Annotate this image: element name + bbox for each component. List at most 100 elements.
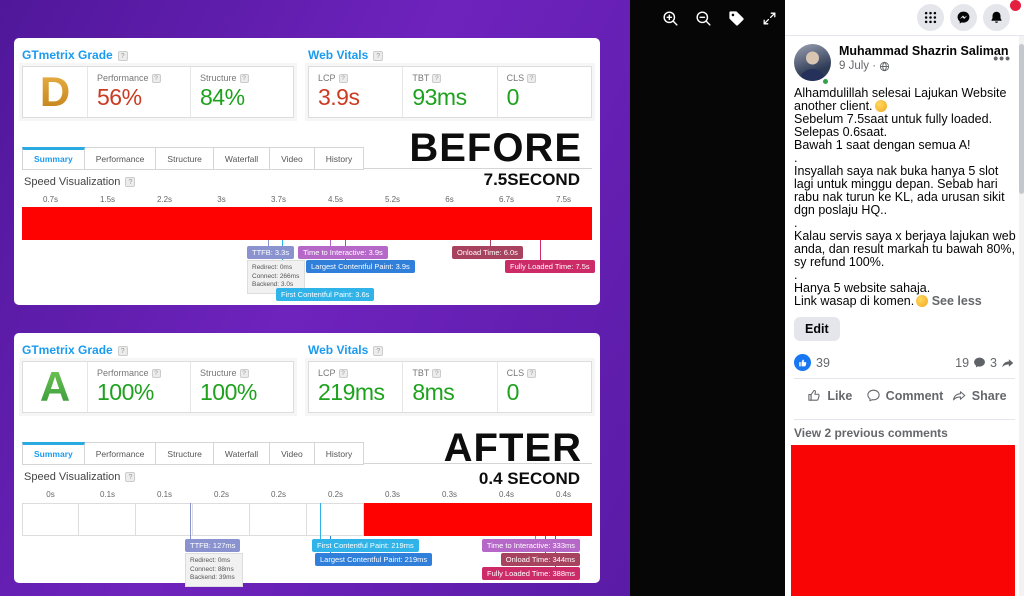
see-less-link[interactable]: See less <box>931 294 982 308</box>
post-author-name[interactable]: Muhammad Shazrin Saliman <box>839 44 1009 58</box>
post-text: Alhamdulillah selesai Lajukan Website an… <box>794 87 1016 308</box>
help-icon[interactable]: ? <box>373 346 384 356</box>
tab-video[interactable]: Video <box>270 442 315 465</box>
post-line: . <box>794 268 798 282</box>
help-icon[interactable]: ? <box>373 51 384 61</box>
viewer-backdrop[interactable] <box>630 0 785 596</box>
vitals-title-text: Web Vitals <box>308 48 369 62</box>
speed-viz-text: Speed Visualization <box>24 176 121 188</box>
lcp-metric: LCP? 3.9s <box>309 67 402 117</box>
help-icon[interactable]: ? <box>338 74 348 83</box>
like-icon <box>808 389 820 401</box>
tick-label: 0.1s <box>99 490 116 499</box>
messenger-button[interactable] <box>950 4 977 31</box>
cls-label: CLS <box>506 368 525 378</box>
like-label: Like <box>827 388 853 403</box>
ttfb-details-box: Redirect: 0ms Connect: 266ms Backend: 3.… <box>247 260 305 294</box>
post-actions: Like Comment Share <box>794 379 1015 412</box>
fcp-chip: First Contentful Paint: 3.6s <box>276 288 375 301</box>
post-image-viewer[interactable]: GTmetrix Grade? D Performance? 56% Struc… <box>0 0 630 596</box>
structure-metric: Structure? 84% <box>190 67 293 117</box>
help-icon[interactable]: ? <box>125 177 136 187</box>
avatar[interactable] <box>794 44 831 81</box>
share-count-icon <box>1002 358 1014 367</box>
tick-label: 3.7s <box>270 195 287 204</box>
post-line: Alhamdulillah selesai Lajukan Website an… <box>794 86 1007 113</box>
tab-structure[interactable]: Structure <box>156 442 214 465</box>
report-tabs: Summary Performance Structure Waterfall … <box>22 147 365 170</box>
viewer-toolbar <box>658 6 781 30</box>
edit-button[interactable]: Edit <box>794 317 840 341</box>
scrollbar-thumb[interactable] <box>1019 44 1024 194</box>
cls-label: CLS <box>506 73 525 83</box>
kiss-emoji-icon <box>916 295 929 307</box>
vitals-section-title: Web Vitals? <box>308 46 592 66</box>
divider <box>794 378 1015 379</box>
tab-waterfall[interactable]: Waterfall <box>213 442 271 465</box>
help-icon[interactable]: ? <box>151 369 161 378</box>
share-button[interactable]: Share <box>943 382 1015 409</box>
fully-loaded-marker-line <box>540 240 541 261</box>
help-icon[interactable]: ? <box>151 74 161 83</box>
tick-label: 0.2s <box>327 490 344 499</box>
tab-history[interactable]: History <box>314 147 365 170</box>
filmstrip-redacted-bar <box>22 207 592 240</box>
grade-letter: A <box>23 362 87 412</box>
scrollbar[interactable] <box>1019 36 1024 596</box>
cls-value: 0 <box>506 84 520 110</box>
help-icon[interactable]: ? <box>117 346 128 356</box>
fcp-chip: First Contentful Paint: 219ms <box>312 539 419 552</box>
tab-structure[interactable]: Structure <box>156 147 214 170</box>
comment-button[interactable]: Comment <box>866 382 943 409</box>
help-icon[interactable]: ? <box>117 51 128 61</box>
performance-value: 100% <box>97 379 154 405</box>
lcp-label: LCP <box>318 73 336 83</box>
tab-history[interactable]: History <box>314 442 365 465</box>
tick-label: 1.5s <box>99 195 116 204</box>
expand-icon[interactable] <box>757 6 781 30</box>
divider <box>794 419 1015 420</box>
post-timestamp[interactable]: 9 July · <box>839 60 877 72</box>
zoom-out-icon[interactable] <box>691 6 715 30</box>
grade-section-title: GTmetrix Grade? <box>22 46 294 66</box>
help-icon[interactable]: ? <box>239 74 249 83</box>
vitals-section-title: Web Vitals? <box>308 341 592 361</box>
tbt-metric: TBT? 8ms <box>402 362 496 412</box>
lcp-value: 3.9s <box>318 84 360 110</box>
structure-label: Structure <box>200 368 237 378</box>
post-options-button[interactable]: ••• <box>993 50 1011 66</box>
tab-performance[interactable]: Performance <box>84 147 157 170</box>
post-line: Hanya 5 website sahaja. <box>794 281 931 295</box>
backend-detail: Backend: 39ms <box>190 574 235 581</box>
zoom-in-icon[interactable] <box>658 6 682 30</box>
post-line: . <box>794 151 798 165</box>
onload-marker-line <box>490 240 491 247</box>
tab-performance[interactable]: Performance <box>84 442 157 465</box>
performance-value: 56% <box>97 84 142 110</box>
help-icon[interactable]: ? <box>239 369 249 378</box>
tab-video[interactable]: Video <box>270 147 315 170</box>
like-count[interactable]: 39 <box>816 355 830 370</box>
tab-summary[interactable]: Summary <box>22 442 85 465</box>
help-icon[interactable]: ? <box>432 74 442 83</box>
like-button[interactable]: Like <box>794 382 866 409</box>
comment-count[interactable]: 19 <box>955 355 970 370</box>
tab-summary[interactable]: Summary <box>22 147 85 170</box>
redirect-detail: Redirect: 0ms <box>252 264 293 271</box>
help-icon[interactable]: ? <box>527 369 537 378</box>
filmstrip-frame <box>250 503 307 536</box>
lcp-chip: Largest Contentful Paint: 3.9s <box>306 260 415 273</box>
share-icon <box>952 391 966 401</box>
like-reaction-icon[interactable] <box>794 354 811 371</box>
help-icon[interactable]: ? <box>338 369 348 378</box>
share-count[interactable]: 3 <box>990 355 997 370</box>
help-icon[interactable]: ? <box>527 74 537 83</box>
help-icon[interactable]: ? <box>125 472 136 482</box>
tag-icon[interactable] <box>724 6 748 30</box>
notifications-button[interactable] <box>983 4 1010 31</box>
view-previous-comments-link[interactable]: View 2 previous comments <box>794 426 948 440</box>
tab-waterfall[interactable]: Waterfall <box>213 147 271 170</box>
apps-menu-button[interactable] <box>917 4 944 31</box>
gtmetrix-report-after: GTmetrix Grade? A Performance? 100% Stru… <box>14 333 600 587</box>
help-icon[interactable]: ? <box>432 369 442 378</box>
